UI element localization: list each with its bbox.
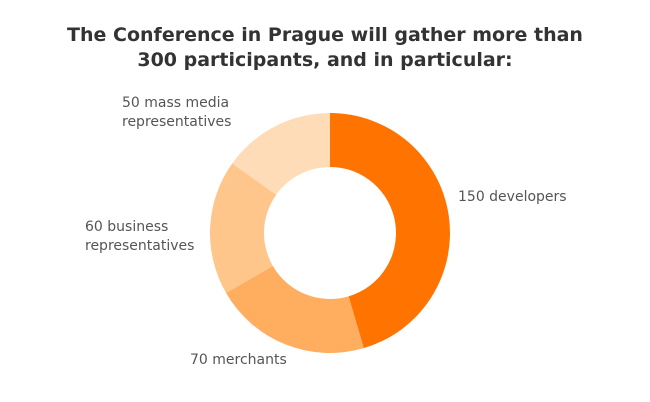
donut-segment bbox=[232, 113, 330, 195]
donut-segment bbox=[330, 113, 450, 349]
data-label: 70 merchants bbox=[190, 352, 287, 368]
donut-segment bbox=[210, 163, 277, 293]
chart-title: 300 participants, and in particular: bbox=[137, 49, 513, 71]
data-label: 60 business representatives bbox=[85, 219, 195, 254]
data-label: 150 developers bbox=[458, 189, 567, 205]
chart-title: The Conference in Prague will gather mor… bbox=[67, 24, 583, 46]
donut-segment bbox=[226, 266, 364, 353]
data-label: 50 mass media representatives bbox=[122, 95, 232, 130]
